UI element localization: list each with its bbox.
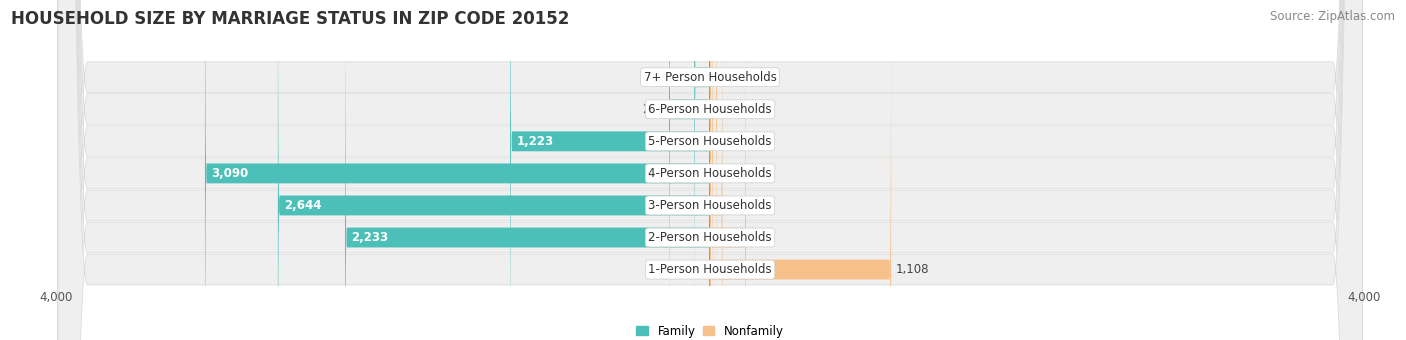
Text: 4-Person Households: 4-Person Households (648, 167, 772, 180)
FancyBboxPatch shape (58, 0, 1362, 340)
FancyBboxPatch shape (58, 0, 1362, 340)
Text: 3,090: 3,090 (211, 167, 249, 180)
FancyBboxPatch shape (510, 0, 710, 340)
Text: 6-Person Households: 6-Person Households (648, 103, 772, 116)
FancyBboxPatch shape (710, 0, 711, 340)
FancyBboxPatch shape (669, 0, 710, 340)
Legend: Family, Nonfamily: Family, Nonfamily (631, 320, 789, 340)
Text: 2,233: 2,233 (352, 231, 388, 244)
FancyBboxPatch shape (58, 0, 1362, 340)
Text: 1,223: 1,223 (516, 135, 554, 148)
Text: 6: 6 (716, 167, 723, 180)
Text: 96: 96 (675, 71, 690, 84)
FancyBboxPatch shape (58, 0, 1362, 340)
Text: 2,644: 2,644 (284, 199, 322, 212)
FancyBboxPatch shape (710, 0, 747, 340)
Text: 19: 19 (717, 135, 733, 148)
Text: 2-Person Households: 2-Person Households (648, 231, 772, 244)
Text: Source: ZipAtlas.com: Source: ZipAtlas.com (1270, 10, 1395, 23)
FancyBboxPatch shape (58, 0, 1362, 340)
FancyBboxPatch shape (58, 0, 1362, 340)
FancyBboxPatch shape (278, 0, 710, 340)
FancyBboxPatch shape (710, 0, 713, 340)
FancyBboxPatch shape (205, 0, 710, 340)
Text: 251: 251 (643, 103, 665, 116)
FancyBboxPatch shape (344, 0, 710, 340)
Text: 43: 43 (721, 103, 735, 116)
Text: 3-Person Households: 3-Person Households (648, 199, 772, 212)
FancyBboxPatch shape (58, 0, 1362, 340)
Text: HOUSEHOLD SIZE BY MARRIAGE STATUS IN ZIP CODE 20152: HOUSEHOLD SIZE BY MARRIAGE STATUS IN ZIP… (11, 10, 569, 28)
Text: 220: 220 (749, 231, 772, 244)
Text: 0: 0 (714, 71, 721, 84)
Text: 5-Person Households: 5-Person Households (648, 135, 772, 148)
Text: 1-Person Households: 1-Person Households (648, 263, 772, 276)
Text: 76: 76 (727, 199, 741, 212)
FancyBboxPatch shape (695, 0, 710, 340)
Text: 7+ Person Households: 7+ Person Households (644, 71, 776, 84)
FancyBboxPatch shape (710, 0, 891, 340)
FancyBboxPatch shape (710, 0, 717, 340)
FancyBboxPatch shape (710, 0, 723, 340)
Text: 1,108: 1,108 (896, 263, 929, 276)
